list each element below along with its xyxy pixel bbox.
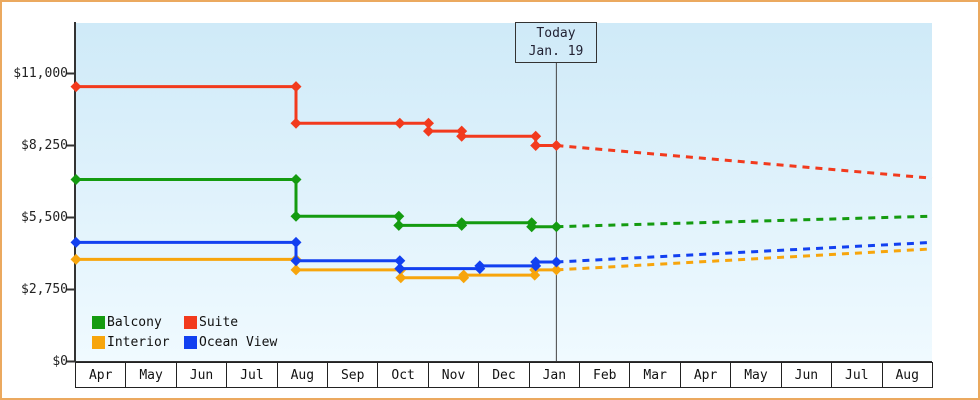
- data-point-marker: [456, 130, 468, 142]
- legend-swatch: [184, 315, 197, 329]
- legend-item-balcony: Balcony: [92, 312, 184, 332]
- plot-area: [76, 23, 932, 362]
- legend-item-ocean-view: Ocean View: [184, 332, 277, 352]
- data-point-marker: [530, 130, 542, 142]
- y-axis-label: $0: [52, 353, 68, 369]
- legend-swatch: [92, 335, 105, 349]
- data-point-marker: [474, 260, 486, 272]
- y-axis-label: $5,500: [21, 209, 68, 225]
- legend-item-interior: Interior: [92, 332, 184, 352]
- x-axis-month-row: Apr May Jun Jul Aug Sep Oct Nov Dec Jan Feb Mar Apr M…: [75, 362, 933, 388]
- series-ocean-view-forecast: [556, 240, 933, 264]
- today-date-label: Jan. 19: [528, 43, 584, 59]
- y-axis-label: $2,750: [21, 281, 68, 297]
- chart-legend: Balcony Suite Interior Ocean View: [92, 312, 277, 352]
- today-annotation-box: Today Jan. 19: [515, 22, 597, 63]
- data-point-marker: [70, 253, 82, 265]
- y-axis-label: $8,250: [21, 137, 68, 153]
- month-label: Jan: [530, 363, 581, 387]
- legend-label: Balcony: [107, 314, 162, 330]
- data-point-marker: [70, 81, 82, 93]
- data-point-marker: [550, 140, 562, 151]
- month-label: Aug: [895, 367, 919, 383]
- data-point-marker: [550, 221, 562, 233]
- month-label: Jul: [227, 363, 278, 387]
- month-label: May: [126, 363, 177, 387]
- data-point-marker: [394, 117, 406, 129]
- month-label: Jun: [177, 363, 228, 387]
- legend-swatch: [184, 335, 197, 349]
- month-label: Aug: [278, 363, 329, 387]
- data-point-marker: [290, 264, 302, 276]
- data-point-marker: [70, 174, 82, 185]
- data-point-marker: [395, 272, 407, 284]
- data-point-marker: [530, 256, 542, 268]
- month-label: Nov: [429, 363, 480, 387]
- data-point-marker: [290, 236, 302, 248]
- month-label: Jul: [832, 363, 883, 387]
- month-label: Feb: [580, 363, 631, 387]
- data-point-marker: [456, 217, 468, 229]
- series-balcony-forecast: [556, 214, 933, 229]
- data-point-marker: [393, 210, 405, 222]
- legend-label: Suite: [199, 314, 239, 330]
- series-suite-forecast: [556, 144, 933, 180]
- data-point-marker: [394, 263, 406, 275]
- data-point-marker: [290, 210, 302, 222]
- month-label: Apr: [681, 363, 732, 387]
- data-point-marker: [550, 264, 562, 276]
- month-label: Apr: [76, 363, 127, 387]
- data-point-marker: [393, 219, 405, 231]
- data-point-marker: [423, 117, 434, 129]
- y-axis-label: $11,000: [13, 65, 68, 81]
- data-point-marker: [458, 269, 470, 281]
- data-point-marker: [290, 117, 302, 129]
- month-label: Mar: [630, 363, 681, 387]
- data-point-marker: [290, 81, 302, 93]
- data-point-marker: [394, 255, 406, 267]
- month-label: Dec: [479, 363, 530, 387]
- month-label: May: [731, 363, 782, 387]
- month-label: Sep: [328, 363, 379, 387]
- legend-label: Ocean View: [199, 334, 278, 350]
- month-label: Jun: [782, 363, 833, 387]
- data-point-marker: [290, 255, 302, 267]
- today-label: Today: [536, 25, 576, 41]
- legend-item-suite: Suite: [184, 312, 277, 332]
- data-point-marker: [290, 174, 302, 185]
- data-point-marker: [526, 221, 538, 233]
- legend-label: Interior: [107, 334, 170, 350]
- data-point-marker: [550, 256, 562, 268]
- legend-swatch: [92, 315, 105, 329]
- series-interior-forecast: [556, 247, 933, 272]
- data-point-marker: [423, 125, 434, 137]
- month-label: Oct: [378, 363, 429, 387]
- data-point-marker: [70, 236, 82, 248]
- data-point-marker: [530, 140, 542, 151]
